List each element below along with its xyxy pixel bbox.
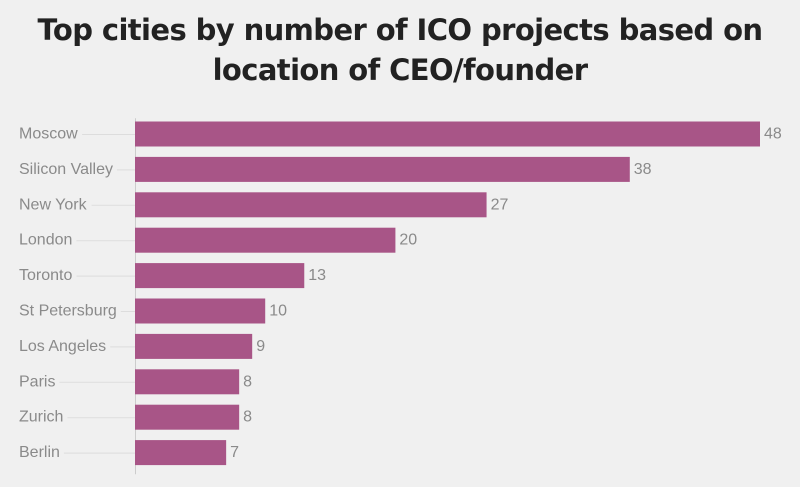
value-label-moscow: 48 [764, 126, 782, 143]
bar-new-york [135, 192, 487, 218]
value-label-silicon-valley: 38 [634, 161, 652, 178]
bar-london [135, 227, 396, 253]
category-label-mask [17, 337, 111, 355]
value-label-new-york: 27 [491, 196, 509, 213]
category-label-mask [17, 231, 77, 249]
bar-los-angeles [135, 333, 253, 359]
value-label-zurich: 8 [243, 409, 252, 426]
value-label-st-petersburg: 10 [269, 303, 287, 320]
bars [135, 121, 760, 466]
bar-toronto [135, 263, 305, 289]
value-labels: 48 38 27 20 13 10 9 8 8 7 [230, 126, 782, 462]
category-labels: Moscow Silicon Valley New York London Toront… [17, 125, 121, 462]
category-label-moscow: Moscow [19, 126, 78, 143]
bar-paris [135, 369, 240, 395]
category-label-mask [17, 125, 83, 143]
category-label-los-angeles: Los Angeles [19, 338, 106, 355]
category-label-zurich: Zurich [19, 409, 63, 426]
value-label-london: 20 [399, 232, 417, 249]
category-label-silicon-valley: Silicon Valley [19, 161, 113, 178]
category-label-berlin: Berlin [19, 444, 60, 461]
bar-berlin [135, 440, 227, 466]
bar-silicon-valley [135, 156, 630, 182]
category-label-mask [17, 444, 64, 462]
value-label-paris: 8 [243, 373, 252, 390]
category-label-new-york: New York [19, 196, 88, 213]
category-label-toronto: Toronto [19, 267, 72, 284]
value-label-toronto: 13 [308, 267, 326, 284]
value-label-los-angeles: 9 [256, 338, 265, 355]
value-label-berlin: 7 [230, 444, 239, 461]
category-label-mask [17, 408, 68, 426]
chart-title-line-2: location of CEO/founder [212, 53, 588, 87]
chart-title: Top cities by number of ICO projects bas… [0, 10, 800, 90]
category-label-mask [17, 160, 117, 178]
category-label-mask [17, 373, 60, 391]
bar-zurich [135, 404, 240, 430]
category-label-mask [17, 196, 92, 214]
category-label-mask [17, 267, 77, 285]
leader-lines [19, 134, 135, 454]
category-label-mask [17, 302, 121, 320]
chart-title-line-1: Top cities by number of ICO projects bas… [37, 13, 764, 47]
category-label-london: London [19, 232, 72, 249]
bar-moscow [135, 121, 760, 147]
bar-st-petersburg [135, 298, 266, 324]
category-label-paris: Paris [19, 373, 55, 390]
category-label-st-petersburg: St Petersburg [19, 303, 117, 320]
